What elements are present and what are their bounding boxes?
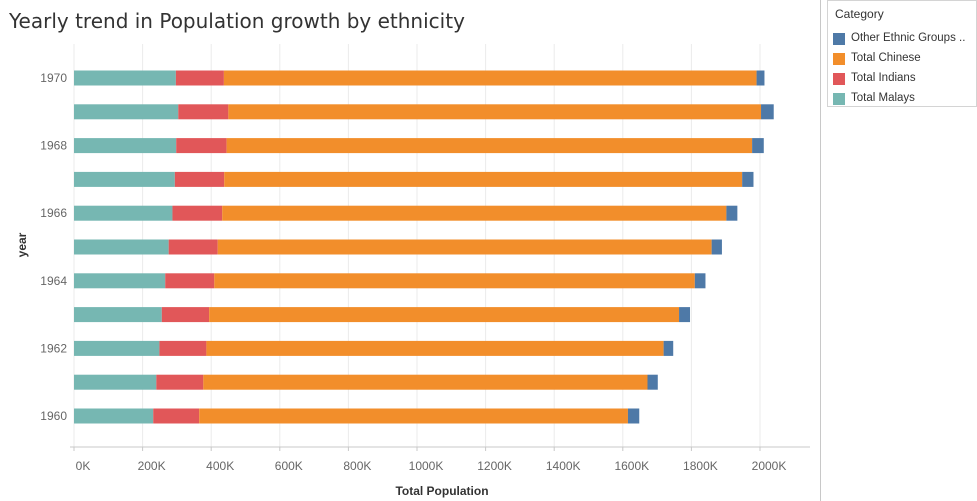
bar-segment <box>74 138 177 154</box>
y-tick-label: 1966 <box>40 206 67 220</box>
bar-segment <box>74 307 162 323</box>
x-tick-label: 1600K <box>614 459 649 473</box>
x-axis-title: Total Population <box>395 484 488 498</box>
legend-item-other-ethnic-groups[interactable]: Other Ethnic Groups .. <box>833 30 975 46</box>
x-tick-label: 1000K <box>409 459 444 473</box>
legend-swatch <box>833 53 845 65</box>
bar-segment <box>217 239 712 255</box>
bar-segment <box>694 273 706 289</box>
x-tick-label: 2000K <box>752 459 787 473</box>
bar-segment <box>74 273 166 289</box>
bar-segment <box>153 408 200 424</box>
x-tick-label: 400K <box>206 459 234 473</box>
bar-segment <box>223 70 757 86</box>
bar-segment <box>74 104 179 120</box>
bar-segment <box>726 205 738 221</box>
legend-item-total-chinese[interactable]: Total Chinese <box>833 50 975 66</box>
legend: Category Other Ethnic Groups .. Total Ch… <box>827 0 977 107</box>
legend-item-total-indians[interactable]: Total Indians <box>833 70 975 86</box>
bar-segment <box>174 171 225 187</box>
y-tick-label: 1968 <box>40 139 67 153</box>
bar-segment <box>165 273 215 289</box>
x-tick-label: 0K <box>76 459 91 473</box>
bar-segment <box>742 171 754 187</box>
x-tick-label: 1200K <box>477 459 512 473</box>
y-axis-title: year <box>15 232 29 257</box>
bar-segment <box>74 171 175 187</box>
bar-segment <box>226 138 753 154</box>
bar-segment <box>172 205 223 221</box>
bar-segment <box>627 408 640 424</box>
y-tick-label: 1960 <box>40 409 67 423</box>
bar-segment <box>74 374 157 390</box>
bar-segment <box>711 239 722 255</box>
bar-segment <box>206 340 664 356</box>
y-tick-label: 1970 <box>40 71 67 85</box>
bar-segment <box>168 239 218 255</box>
bar-segment <box>175 70 224 86</box>
bar-segment <box>176 138 227 154</box>
bar-segment <box>647 374 658 390</box>
y-tick-label: 1964 <box>40 274 67 288</box>
bar-segment <box>679 307 691 323</box>
legend-swatch <box>833 73 845 85</box>
x-tick-label: 1800K <box>683 459 718 473</box>
legend-item-total-malays[interactable]: Total Malays <box>833 90 975 106</box>
bar-segment <box>756 70 765 86</box>
x-tick-label: 1400K <box>546 459 581 473</box>
legend-swatch <box>833 93 845 105</box>
bar-segment <box>203 374 648 390</box>
bar-segment <box>74 340 160 356</box>
x-tick-label: 600K <box>275 459 303 473</box>
legend-label: Total Chinese <box>851 52 921 64</box>
bar-segment <box>224 171 743 187</box>
bar-segment <box>159 340 207 356</box>
bar-segment <box>761 104 774 120</box>
chart-title: Yearly trend in Population growth by eth… <box>9 9 465 33</box>
y-tick-label: 1962 <box>40 341 67 355</box>
x-tick-label: 800K <box>343 459 371 473</box>
bar-segment <box>199 408 628 424</box>
bar-segment <box>752 138 764 154</box>
bar-segment <box>74 205 173 221</box>
legend-divider <box>820 0 821 501</box>
bar-segment <box>156 374 204 390</box>
x-tick-label: 200K <box>138 459 166 473</box>
legend-title: Category <box>835 7 884 21</box>
bar-segment <box>161 307 210 323</box>
bar-segment <box>74 408 154 424</box>
legend-label: Total Indians <box>851 72 916 84</box>
bar-segment <box>214 273 695 289</box>
bar-segment <box>228 104 762 120</box>
bar-segment <box>209 307 680 323</box>
bar-segment <box>178 104 229 120</box>
bar-segment <box>74 239 169 255</box>
legend-label: Total Malays <box>851 92 915 104</box>
bar-segment <box>222 205 727 221</box>
bar-segment <box>663 340 674 356</box>
legend-swatch <box>833 33 845 45</box>
legend-label: Other Ethnic Groups .. <box>851 32 966 44</box>
bar-segment <box>74 70 176 86</box>
